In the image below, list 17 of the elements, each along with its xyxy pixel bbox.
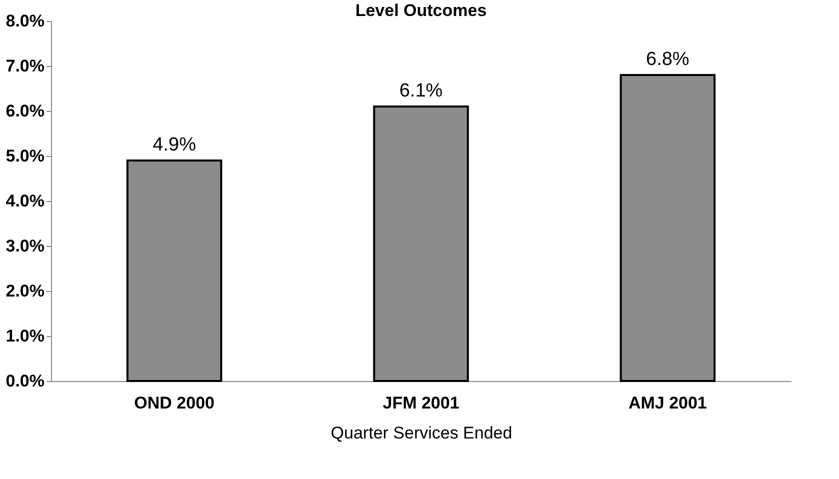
data-label: 4.9%: [152, 134, 196, 156]
y-tick-label: 2.0%: [6, 282, 44, 300]
x-axis-title: Quarter Services Ended: [330, 424, 512, 442]
y-tick-label: 3.0%: [6, 236, 44, 256]
x-tick-label: AMJ 2001: [628, 394, 707, 412]
data-label: 6.1%: [399, 80, 443, 102]
data-label: 6.8%: [646, 49, 690, 70]
y-tick-label: 5.0%: [6, 146, 44, 166]
chart-title: Level Outcomes: [355, 1, 487, 20]
x-tick-label: OND 2000: [134, 394, 214, 412]
y-tick-label: 8.0%: [6, 12, 44, 30]
y-tick-label: 7.0%: [6, 56, 44, 76]
y-tick-label: 0.0%: [6, 372, 44, 390]
x-tick-label: JFM 2001: [382, 394, 460, 412]
y-tick-label: 4.0%: [6, 192, 44, 210]
y-tick-label: 6.0%: [6, 102, 44, 120]
y-tick-label: 1.0%: [6, 326, 44, 346]
